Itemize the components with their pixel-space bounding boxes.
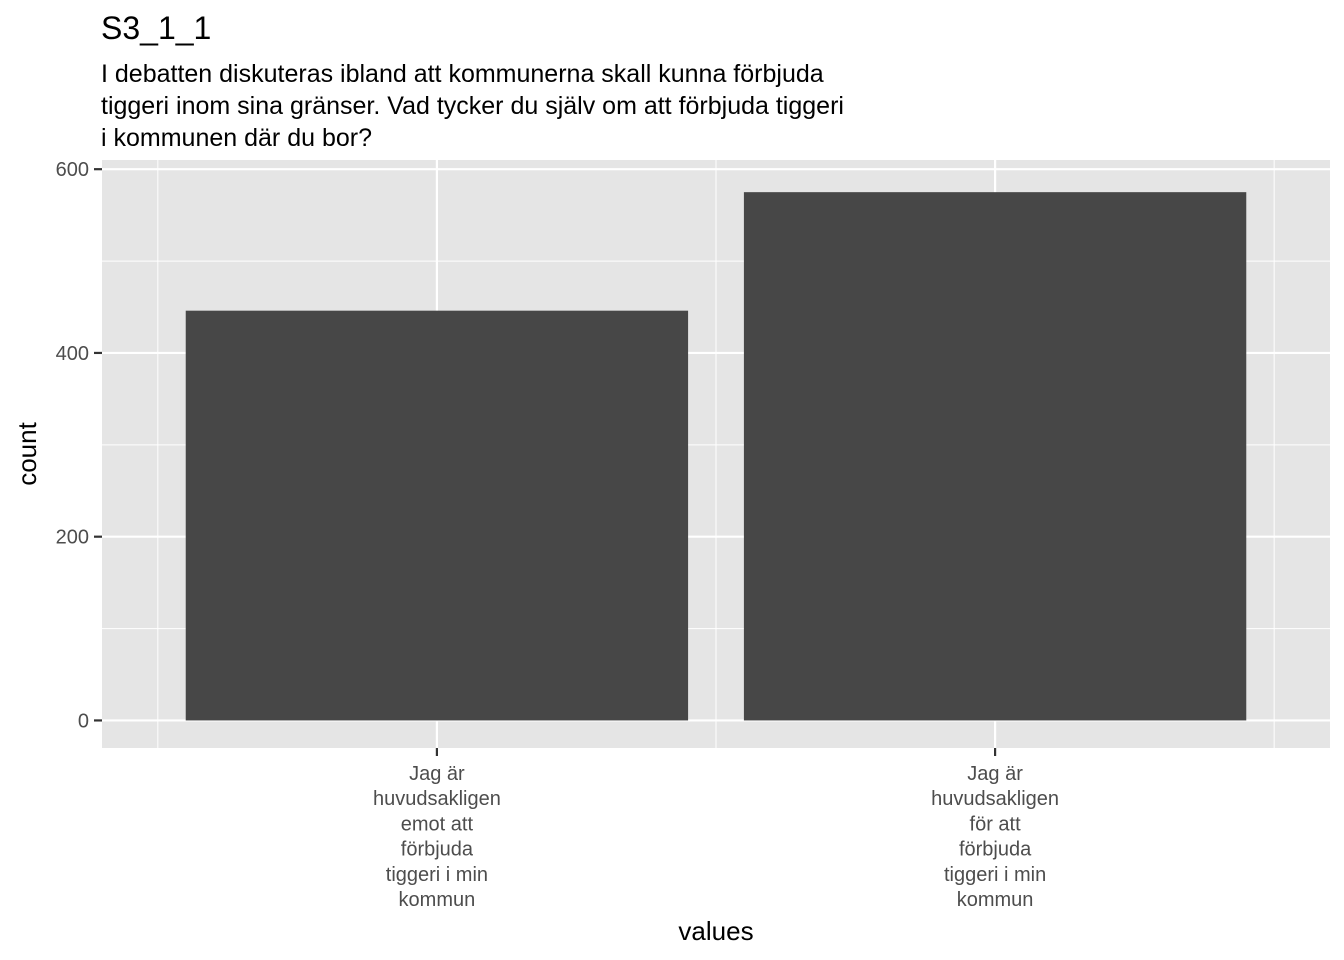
x-tick-label: kommun (957, 889, 1034, 911)
bar (185, 310, 689, 721)
x-tick-label: förbjuda (401, 839, 474, 861)
x-tick-label: för att (970, 813, 1022, 835)
x-tick-label: huvudsakligen (373, 788, 501, 810)
x-tick-label: huvudsakligen (931, 788, 1059, 810)
subtitle-line: I debatten diskuteras ibland att kommune… (101, 60, 824, 88)
y-tick-label: 400 (56, 343, 89, 365)
x-tick-label: tiggeri i min (944, 864, 1046, 886)
x-tick-label: förbjuda (959, 839, 1032, 861)
y-axis-title: count (12, 421, 42, 485)
subtitle-line: i kommunen där du bor? (101, 124, 372, 152)
subtitle-line: tiggeri inom sina gränser. Vad tycker du… (101, 92, 844, 120)
x-tick-label: Jag är (409, 763, 465, 785)
y-tick-label: 0 (78, 710, 89, 732)
x-axis-title: values (678, 916, 753, 946)
y-tick-label: 600 (56, 159, 89, 181)
bar (743, 192, 1247, 721)
x-tick-label: kommun (399, 889, 476, 911)
y-tick-label: 200 (56, 527, 89, 549)
chart-subtitle: I debatten diskuteras ibland att kommune… (101, 58, 844, 154)
chart-title: S3_1_1 (101, 10, 212, 46)
x-tick-label: emot att (401, 813, 474, 835)
x-tick-label: Jag är (967, 763, 1023, 785)
x-tick-label: tiggeri i min (386, 864, 488, 886)
